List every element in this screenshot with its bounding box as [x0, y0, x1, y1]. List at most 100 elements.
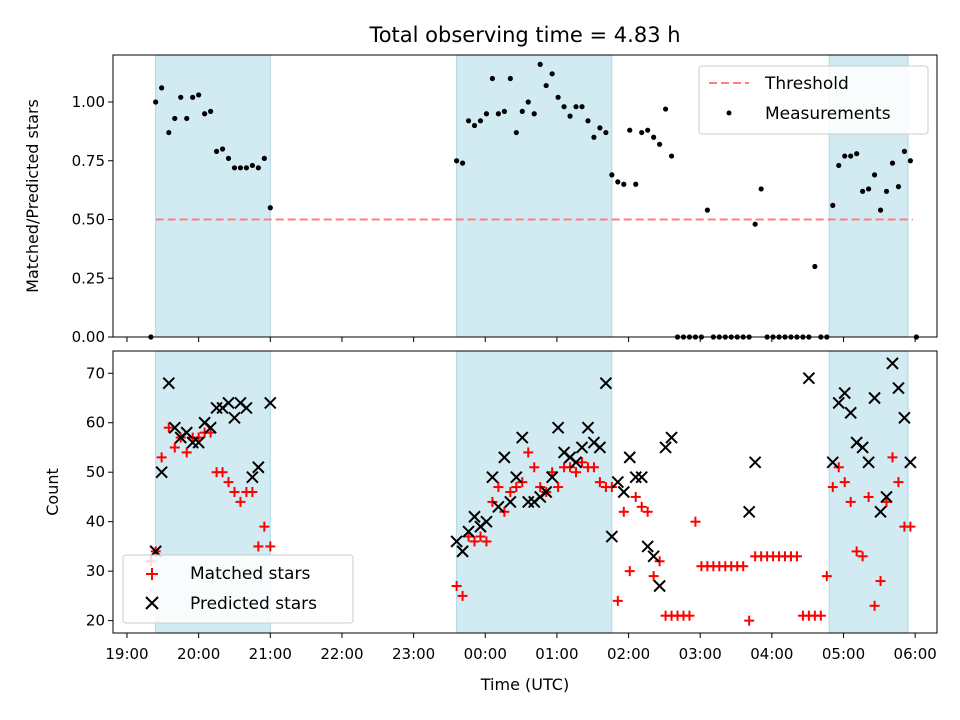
measurement-point-46: [603, 129, 609, 136]
measurement-point-63: [704, 207, 710, 213]
x-tick-label: 22:00: [320, 645, 363, 663]
legend-threshold-label: Threshold: [764, 74, 849, 94]
predicted-star-point-48: [623, 451, 636, 464]
chart-title: Total observing time = 4.83 h: [368, 23, 680, 47]
y-tick-label: 30: [86, 562, 105, 580]
measurement-point-89: [860, 188, 866, 194]
matched-star-point-21: [451, 581, 462, 591]
measurement-point-10: [207, 108, 214, 114]
measurement-point-95: [895, 184, 902, 190]
predicted-star-point-72: [904, 456, 917, 469]
predicted-star-point-65: [862, 456, 875, 469]
measurement-point-42: [579, 104, 585, 110]
matched-star-point-82: [815, 610, 826, 621]
measurement-point-72: [758, 186, 764, 192]
predicted-star-point-58: [802, 372, 816, 385]
predicted-star-point-56: [748, 456, 762, 469]
shaded-interval-1: [155, 54, 271, 338]
predicted-star-point-50: [635, 470, 648, 484]
matched-star-point-6: [181, 447, 192, 458]
legend-matched-swatch: [146, 568, 158, 580]
matched-star-point-52: [636, 501, 647, 512]
top-x-ticks: [126, 337, 916, 342]
predicted-star-point-60: [832, 396, 845, 410]
matched-star-point-86: [839, 477, 850, 488]
measurement-point-91: [871, 172, 878, 178]
matched-star-point-88: [851, 546, 862, 557]
y-tick-label: 20: [86, 612, 105, 630]
legend-matched-label: Matched stars: [190, 564, 310, 584]
y-tick-label: 70: [86, 364, 105, 382]
measurement-point-8: [196, 92, 202, 98]
predicted-star-point-27: [498, 451, 511, 464]
measurement-point-49: [621, 181, 627, 187]
matched-star-point-4: [169, 442, 180, 453]
measurement-point-45: [597, 125, 603, 131]
measurement-point-52: [639, 129, 645, 136]
matched-star-point-10: [205, 427, 216, 438]
measurement-point-30: [507, 75, 513, 82]
predicted-star-point-46: [611, 475, 625, 489]
bottom-y-axis-label: Count: [43, 468, 62, 516]
y-tick-label: 0.75: [72, 152, 105, 170]
y-tick-label: 0.50: [72, 211, 105, 229]
y-tick-label: 1.00: [72, 93, 105, 111]
predicted-star-point-13: [228, 411, 241, 424]
measurement-point-96: [901, 148, 908, 154]
measurement-point-81: [812, 263, 818, 270]
matched-star-point-20: [265, 541, 276, 552]
measurement-point-1: [153, 99, 159, 105]
measurement-point-20: [267, 205, 273, 211]
matched-star-point-22: [457, 590, 468, 601]
predicted-star-point-47: [617, 485, 630, 499]
measurement-point-6: [184, 115, 190, 122]
predicted-star-point-53: [653, 579, 666, 593]
bottom-legend-box: [122, 554, 354, 624]
matched-star-point-3: [163, 422, 174, 433]
matched-star-point-95: [893, 477, 904, 488]
predicted-star-point-41: [581, 421, 595, 434]
bottom-plot-frame: [112, 350, 938, 634]
measurement-point-93: [883, 188, 890, 194]
top-plot-frame: [112, 54, 938, 338]
matched-star-point-12: [217, 467, 228, 478]
measurement-point-33: [525, 99, 531, 105]
measurement-point-53: [645, 127, 651, 133]
count-panel: 20 30 40 50 60 70 19:00 20:00 21:00 22:00 23:00 00…: [43, 350, 938, 694]
measurement-point-9: [202, 111, 208, 117]
measurement-point-55: [657, 141, 663, 147]
measurement-point-31: [513, 129, 519, 136]
count-points: [145, 357, 917, 626]
predicted-star-point-3: [168, 421, 181, 434]
predicted-star-point-21: [462, 525, 475, 538]
predicted-star-point-20: [456, 545, 469, 558]
measurement-point-16: [243, 165, 250, 171]
predicted-star-point-54: [659, 441, 672, 454]
matched-star-point-94: [887, 452, 898, 463]
x-tick-label: 21:00: [249, 645, 292, 663]
x-tick-label: 00:00: [464, 645, 507, 663]
top-y-axis-label: Matched/Predicted stars: [23, 99, 42, 293]
predicted-star-point-67: [874, 505, 887, 518]
predicted-star-point-64: [856, 441, 869, 454]
x-tick-label: 02:00: [607, 645, 650, 663]
matched-star-point-97: [905, 521, 916, 532]
measurement-point-2: [159, 85, 165, 91]
top-y-axis: 0.00 0.25 0.50 0.75 1.00: [72, 93, 113, 346]
measurement-point-39: [561, 104, 567, 110]
predicted-star-point-25: [486, 470, 499, 484]
predicted-star-point-24: [480, 515, 493, 528]
measurement-point-38: [555, 94, 561, 100]
predicted-star-point-7: [192, 436, 205, 449]
matched-star-point-17: [247, 487, 258, 497]
predicted-star-point-52: [647, 550, 660, 563]
x-tick-label: 19:00: [105, 645, 148, 663]
matched-star-point-48: [612, 595, 623, 606]
y-tick-label: 0.25: [72, 269, 105, 287]
bottom-legend: Matched stars Predicted stars: [122, 554, 354, 624]
measurement-point-97: [907, 158, 913, 164]
measurement-point-14: [231, 165, 238, 171]
predicted-star-point-51: [641, 540, 654, 553]
measurement-point-23: [465, 118, 472, 124]
matched-star-point-33: [523, 447, 534, 458]
